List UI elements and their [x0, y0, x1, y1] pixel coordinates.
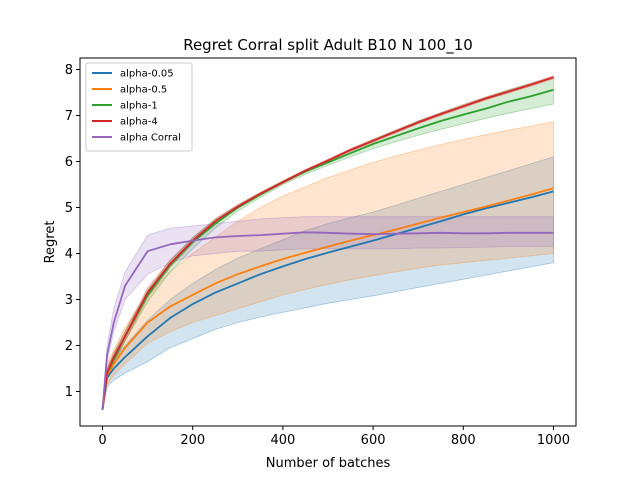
x-tick-label: 400 — [270, 433, 295, 448]
line-series-3 — [101, 76, 554, 411]
y-axis-label: Regret — [43, 221, 58, 264]
x-axis-label: Number of batches — [266, 456, 391, 471]
y-tick-label: 7 — [65, 109, 73, 124]
legend-entry: alpha-1 — [120, 101, 158, 112]
x-tick-label: 800 — [451, 433, 476, 448]
y-tick-label: 6 — [65, 155, 73, 170]
x-tick-label: 1000 — [537, 433, 570, 448]
x-tick-label: 600 — [361, 433, 386, 448]
legend-entry: alpha-0.5 — [120, 85, 167, 96]
series-lines — [101, 76, 554, 411]
x-tick-label: 0 — [98, 433, 106, 448]
y-tick-label: 4 — [65, 247, 73, 262]
y-tick-label: 5 — [65, 201, 73, 216]
band-series-2 — [102, 76, 554, 410]
legend-entry: alpha Corral — [120, 133, 181, 144]
band-series-4 — [102, 216, 554, 410]
x-axis-ticks: 0 200 400 600 800 1000 — [98, 426, 570, 448]
y-tick-label: 8 — [65, 63, 73, 78]
x-tick-label: 200 — [180, 433, 205, 448]
y-tick-label: 2 — [65, 339, 73, 354]
plot-frame — [79, 57, 577, 427]
line-series-1 — [101, 187, 554, 411]
legend-box — [85, 62, 193, 152]
line-series-0 — [101, 190, 554, 411]
y-tick-label: 1 — [65, 385, 73, 400]
legend: alpha-0.05 alpha-0.5 alpha-1 alpha-4 alpha C… — [85, 62, 193, 152]
band-series-0 — [102, 156, 554, 410]
legend-entry: alpha-4 — [120, 117, 158, 128]
legend-entry: alpha-0.05 — [120, 69, 174, 80]
line-series-4 — [101, 231, 554, 410]
chart-title: Regret Corral split Adult B10 N 100_10 — [183, 36, 473, 55]
y-tick-label: 3 — [65, 293, 73, 308]
band-series-1 — [102, 121, 554, 410]
y-axis-ticks: 1 2 3 4 5 6 7 8 — [65, 63, 80, 400]
